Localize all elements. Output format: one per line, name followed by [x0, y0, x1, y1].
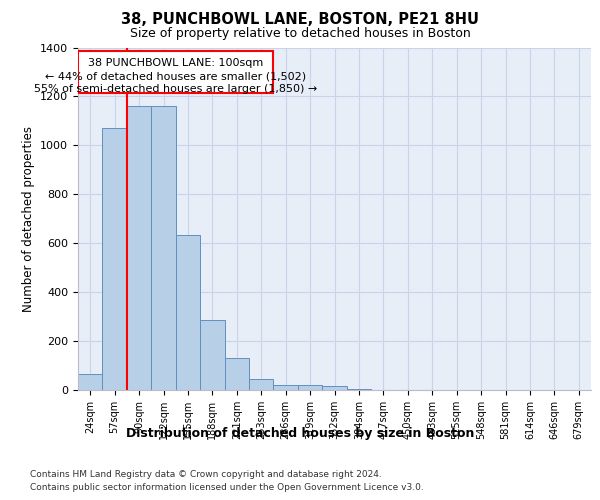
- Bar: [347, 389, 371, 390]
- Text: Contains public sector information licensed under the Open Government Licence v3: Contains public sector information licen…: [30, 482, 424, 492]
- Bar: [249, 379, 274, 390]
- Bar: [200, 320, 224, 390]
- Text: ← 44% of detached houses are smaller (1,502): ← 44% of detached houses are smaller (1,…: [45, 72, 306, 82]
- Text: 38, PUNCHBOWL LANE, BOSTON, PE21 8HU: 38, PUNCHBOWL LANE, BOSTON, PE21 8HU: [121, 12, 479, 28]
- Text: Contains HM Land Registry data © Crown copyright and database right 2024.: Contains HM Land Registry data © Crown c…: [30, 470, 382, 479]
- Bar: [78, 374, 103, 390]
- Bar: [298, 385, 322, 390]
- Text: 38 PUNCHBOWL LANE: 100sqm: 38 PUNCHBOWL LANE: 100sqm: [88, 58, 263, 68]
- Bar: [224, 358, 249, 390]
- Text: Distribution of detached houses by size in Boston: Distribution of detached houses by size …: [126, 428, 474, 440]
- Y-axis label: Number of detached properties: Number of detached properties: [22, 126, 35, 312]
- Text: 55% of semi-detached houses are larger (1,850) →: 55% of semi-detached houses are larger (…: [34, 84, 317, 94]
- Text: Size of property relative to detached houses in Boston: Size of property relative to detached ho…: [130, 28, 470, 40]
- Bar: [176, 234, 200, 390]
- Bar: [127, 106, 151, 390]
- Bar: [151, 106, 176, 390]
- FancyBboxPatch shape: [78, 51, 274, 93]
- Bar: [322, 386, 347, 390]
- Bar: [274, 385, 298, 390]
- Bar: [103, 128, 127, 390]
